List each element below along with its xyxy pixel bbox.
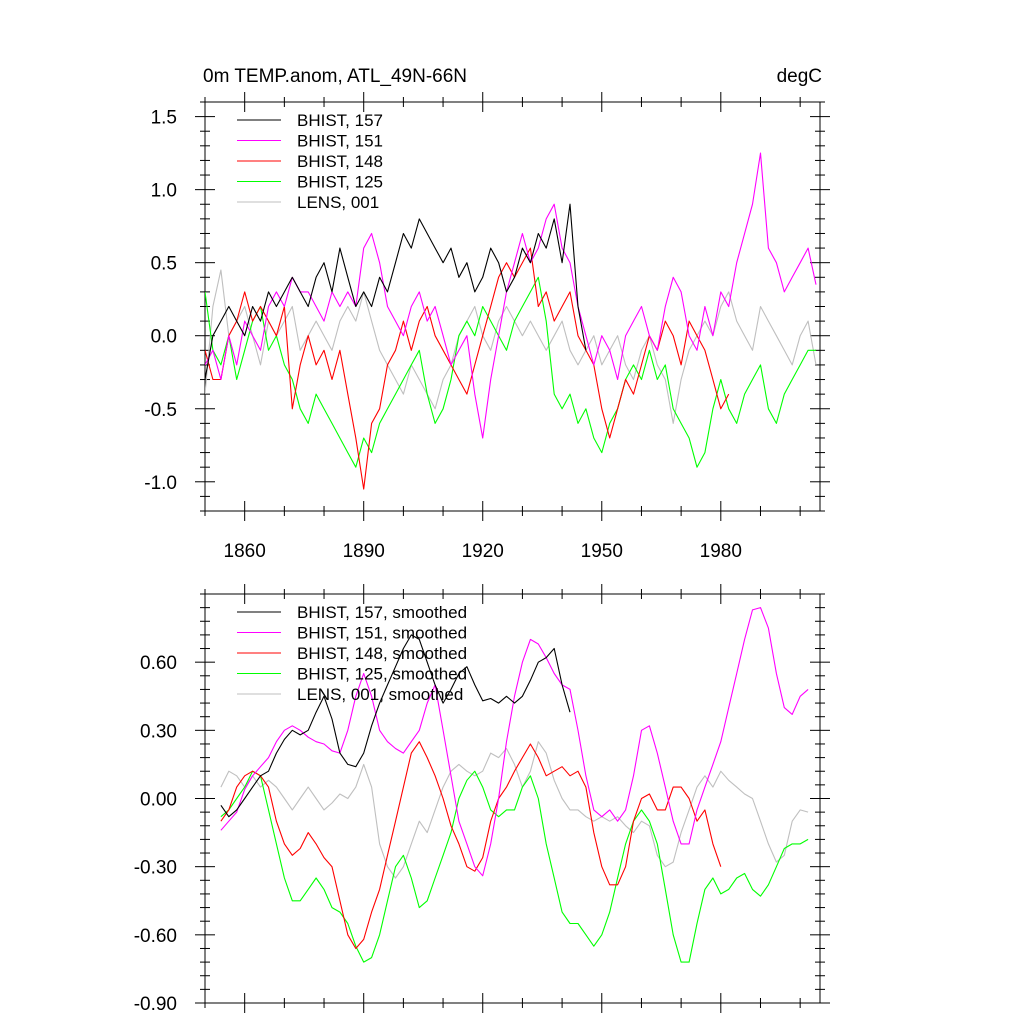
series-line-bhist-125 bbox=[205, 276, 816, 468]
series-line-bhist-151-smoothed bbox=[220, 607, 809, 877]
series-line-bhist-125-smoothed bbox=[220, 770, 809, 963]
y-tick-label: 0.60 bbox=[140, 653, 177, 674]
legend-label: BHIST, 148, smoothed bbox=[297, 644, 467, 663]
x-tick-label: 1950 bbox=[581, 541, 623, 562]
series-line-bhist-157 bbox=[205, 203, 587, 380]
bottom-panel: -0.90 -0.60 -0.30 0.00 0.30 0.60 BHIST, 157, s… bbox=[134, 584, 830, 1015]
series-line-lens-001-smoothed bbox=[220, 741, 809, 879]
y-tick-label: 1.0 bbox=[151, 181, 177, 202]
series-line-bhist-157-smoothed bbox=[220, 634, 571, 818]
y-tick-label: -0.90 bbox=[134, 994, 177, 1015]
legend-label: BHIST, 151, smoothed bbox=[297, 624, 467, 643]
legend-label: BHIST, 157, smoothed bbox=[297, 603, 467, 622]
series-line-lens-001 bbox=[205, 269, 817, 424]
top-units: degC bbox=[777, 66, 822, 87]
legend-label: BHIST, 148 bbox=[297, 152, 383, 171]
y-tick-label: 1.5 bbox=[151, 108, 177, 129]
y-tick-label: 0.0 bbox=[151, 327, 177, 348]
legend-label: LENS, 001 bbox=[297, 193, 379, 212]
y-tick-label: 0.5 bbox=[151, 254, 177, 275]
series-line-bhist-151 bbox=[205, 152, 817, 439]
top-title: 0m TEMP.anom, ATL_49N-66N bbox=[203, 66, 467, 87]
series-line-bhist-148 bbox=[205, 247, 730, 490]
y-tick-label: 0.00 bbox=[140, 790, 177, 811]
x-tick-label: 1920 bbox=[462, 541, 504, 562]
top-panel: 1860 1890 1920 1950 1980 -1.0 -0.5 0.0 0.5 1.0 1.5… bbox=[144, 92, 830, 562]
legend-label: BHIST, 125 bbox=[297, 173, 383, 192]
y-tick-label: -1.0 bbox=[144, 473, 177, 494]
legend-label: BHIST, 125, smoothed bbox=[297, 665, 467, 684]
y-tick-label: 0.30 bbox=[140, 721, 177, 742]
series-group bbox=[220, 607, 809, 963]
legend-label: BHIST, 157 bbox=[297, 111, 383, 130]
legend-label: BHIST, 151 bbox=[297, 132, 383, 151]
x-tick-label: 1860 bbox=[224, 541, 266, 562]
y-tick-label: -0.30 bbox=[134, 858, 177, 879]
series-group bbox=[205, 152, 817, 490]
x-tick-label: 1890 bbox=[343, 541, 385, 562]
x-tick-label: 1980 bbox=[700, 541, 742, 562]
y-tick-label: -0.60 bbox=[134, 926, 177, 947]
legend-label: LENS, 001, smoothed bbox=[297, 685, 463, 704]
y-tick-label: -0.5 bbox=[144, 400, 177, 421]
series-line-bhist-148-smoothed bbox=[220, 741, 722, 950]
